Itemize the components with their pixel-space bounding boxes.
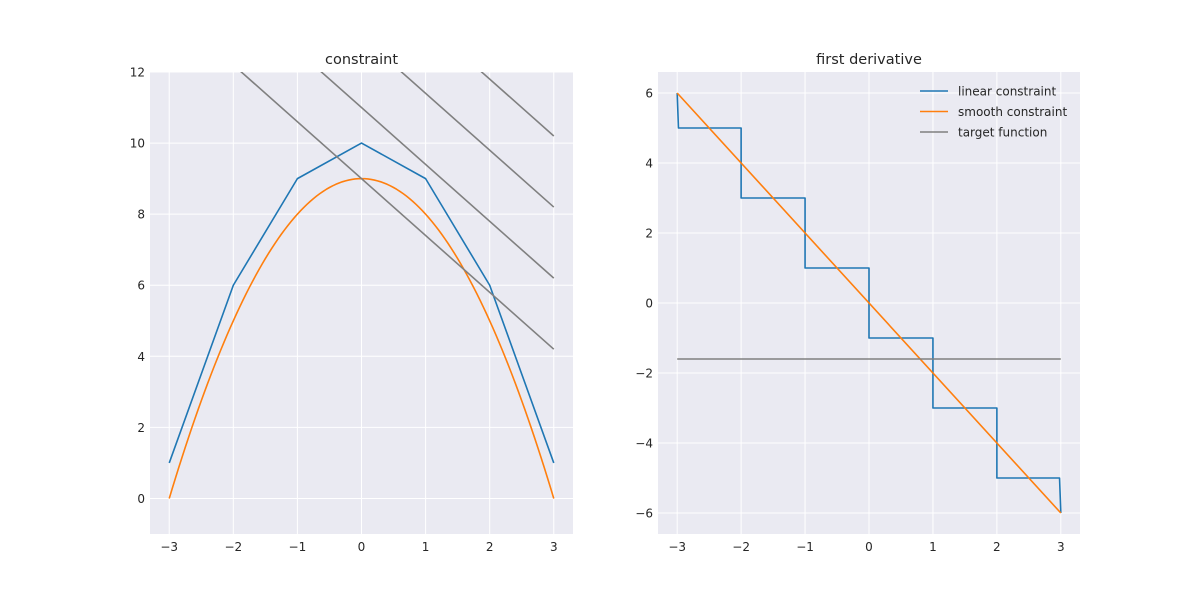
smooth-constraint-line xyxy=(676,92,1062,514)
y-tick-label: 6 xyxy=(645,87,653,101)
y-tick-label: 10 xyxy=(130,137,145,151)
x-tick-label: −2 xyxy=(224,540,242,554)
x-tick-label: −3 xyxy=(668,540,686,554)
x-tick-label: 0 xyxy=(865,540,873,554)
y-tick-label: 8 xyxy=(137,208,145,222)
x-tick-label: −1 xyxy=(289,540,307,554)
target-function-line xyxy=(320,72,555,279)
y-tick-label: 12 xyxy=(130,66,145,80)
y-tick-label: 2 xyxy=(645,227,653,241)
y-tick-label: 4 xyxy=(137,350,145,364)
legend-label-target-function: target function xyxy=(958,126,1047,140)
tick-labels: −3 −2 −1 0 1 2 3 −6 −4 −2 0 2 4 6 xyxy=(635,87,1064,555)
y-tick-label: 2 xyxy=(137,421,145,435)
target-function-line xyxy=(480,72,555,137)
target-function-line xyxy=(400,72,555,208)
x-tick-label: 3 xyxy=(1057,540,1065,554)
x-tick-label: 2 xyxy=(486,540,494,554)
series-layer xyxy=(676,92,1062,514)
y-tick-label: −2 xyxy=(635,367,653,381)
y-tick-label: 4 xyxy=(645,157,653,171)
y-tick-label: 0 xyxy=(137,492,145,506)
x-tick-label: 1 xyxy=(929,540,937,554)
grid-lines xyxy=(150,71,573,534)
y-tick-label: −6 xyxy=(635,507,653,521)
legend-label-smooth-constraint: smooth constraint xyxy=(958,105,1067,119)
x-tick-label: 2 xyxy=(993,540,1001,554)
first-derivative-plot: −3 −2 −1 0 1 2 3 −6 −4 −2 0 2 4 6 first derivative li… xyxy=(635,52,1080,554)
y-tick-label: 6 xyxy=(137,279,145,293)
x-tick-label: −2 xyxy=(732,540,750,554)
legend-label-linear-constraint: linear constraint xyxy=(958,85,1056,99)
legend: linear constraint smooth constraint target… xyxy=(920,85,1067,140)
chart-title: first derivative xyxy=(816,52,922,68)
y-tick-label: 0 xyxy=(645,297,653,311)
x-tick-label: 0 xyxy=(358,540,366,554)
x-tick-label: −1 xyxy=(796,540,814,554)
y-tick-label: −4 xyxy=(635,437,653,451)
linear-constraint-line xyxy=(168,142,555,464)
x-tick-label: 3 xyxy=(550,540,558,554)
x-tick-label: 1 xyxy=(422,540,430,554)
chart-title: constraint xyxy=(325,52,398,68)
target-function-line xyxy=(240,72,555,350)
x-tick-label: −3 xyxy=(160,540,178,554)
series-layer xyxy=(168,72,555,499)
